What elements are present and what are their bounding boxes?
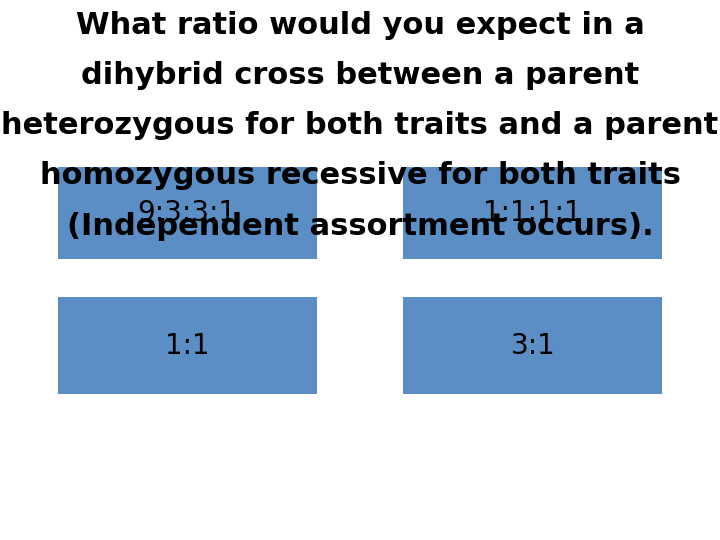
- Text: What ratio would you expect in a: What ratio would you expect in a: [76, 11, 644, 40]
- Text: homozygous recessive for both traits: homozygous recessive for both traits: [40, 161, 680, 191]
- Text: (Independent assortment occurs).: (Independent assortment occurs).: [67, 212, 653, 241]
- Text: dihybrid cross between a parent: dihybrid cross between a parent: [81, 61, 639, 90]
- FancyBboxPatch shape: [58, 167, 317, 259]
- Text: 3:1: 3:1: [510, 332, 555, 360]
- Text: 1:1:1:1: 1:1:1:1: [484, 199, 582, 227]
- Text: 1:1: 1:1: [165, 332, 210, 360]
- Text: 9:3:3:1: 9:3:3:1: [138, 199, 237, 227]
- FancyBboxPatch shape: [403, 167, 662, 259]
- FancyBboxPatch shape: [58, 297, 317, 394]
- FancyBboxPatch shape: [403, 297, 662, 394]
- Text: heterozygous for both traits and a parent: heterozygous for both traits and a paren…: [1, 111, 719, 140]
